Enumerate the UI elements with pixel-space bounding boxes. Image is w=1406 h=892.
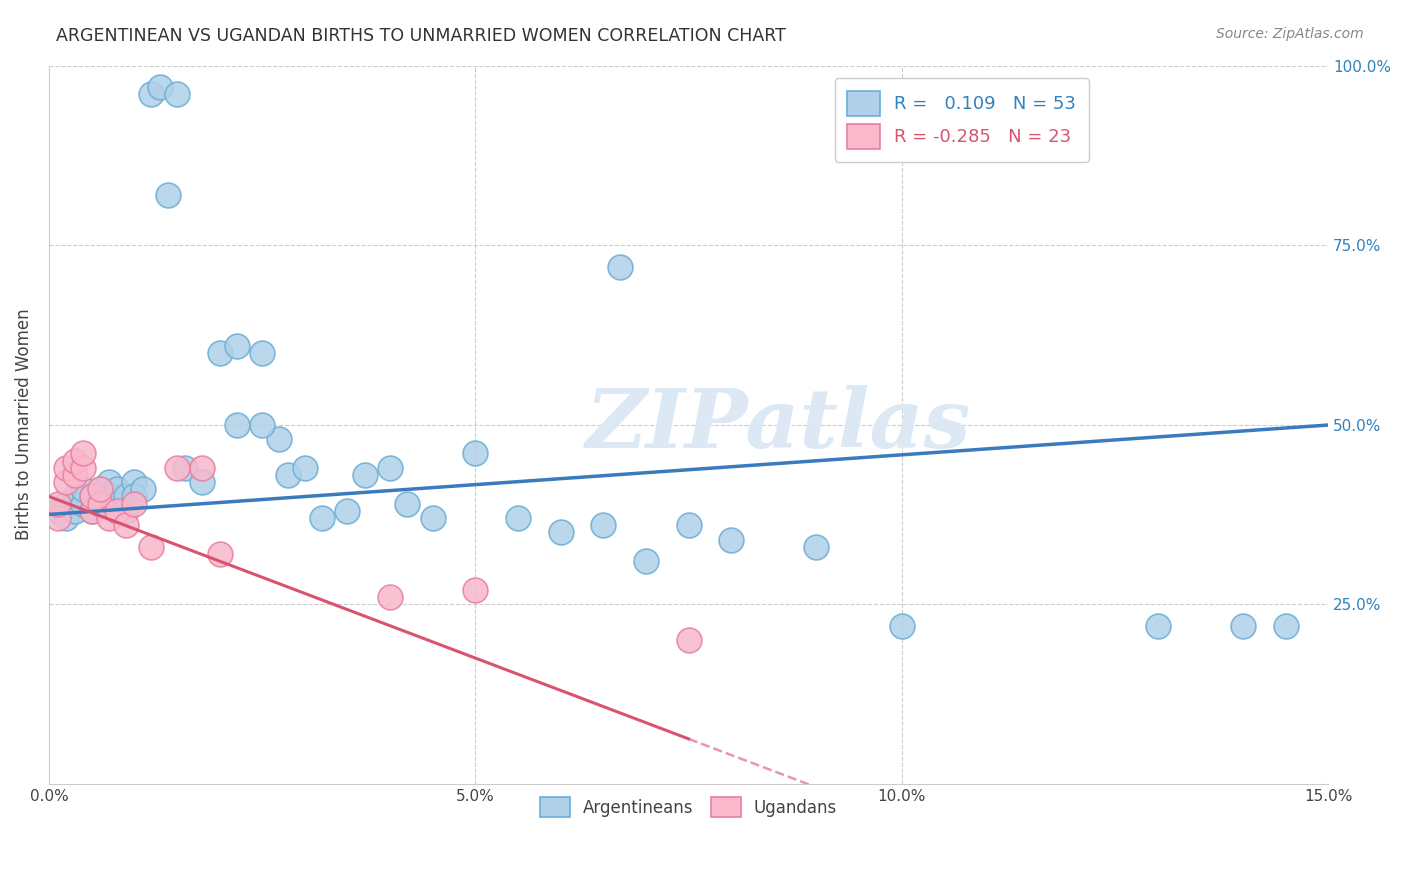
Point — [634, 554, 657, 568]
Point — [72, 497, 94, 511]
Point — [122, 497, 145, 511]
Point — [336, 504, 359, 518]
Point — [89, 497, 111, 511]
Text: ARGENTINEAN VS UGANDAN BIRTHS TO UNMARRIED WOMEN CORRELATION CHART: ARGENTINEAN VS UGANDAN BIRTHS TO UNMARRI… — [56, 27, 786, 45]
Legend: Argentineans, Ugandans: Argentineans, Ugandans — [531, 789, 845, 826]
Point — [149, 80, 172, 95]
Point — [97, 511, 120, 525]
Point — [141, 540, 163, 554]
Point — [378, 590, 401, 604]
Point — [378, 460, 401, 475]
Point — [63, 453, 86, 467]
Point — [55, 511, 77, 525]
Point — [269, 432, 291, 446]
Point — [464, 582, 486, 597]
Text: Source: ZipAtlas.com: Source: ZipAtlas.com — [1216, 27, 1364, 41]
Point — [191, 475, 214, 489]
Point — [114, 518, 136, 533]
Point — [678, 518, 700, 533]
Point — [166, 87, 188, 102]
Point — [396, 497, 419, 511]
Point — [1274, 619, 1296, 633]
Point — [208, 346, 231, 360]
Point — [157, 187, 180, 202]
Point — [114, 490, 136, 504]
Point — [720, 533, 742, 547]
Point — [191, 460, 214, 475]
Y-axis label: Births to Unmarried Women: Births to Unmarried Women — [15, 309, 32, 541]
Point — [141, 87, 163, 102]
Point — [72, 483, 94, 497]
Point — [105, 483, 128, 497]
Point — [97, 490, 120, 504]
Point — [80, 490, 103, 504]
Point — [80, 504, 103, 518]
Point — [250, 417, 273, 432]
Point — [89, 497, 111, 511]
Point — [166, 460, 188, 475]
Point — [592, 518, 614, 533]
Point — [550, 525, 572, 540]
Point — [609, 260, 631, 274]
Point — [250, 346, 273, 360]
Point — [890, 619, 912, 633]
Point — [89, 483, 111, 497]
Point — [208, 547, 231, 561]
Point — [55, 460, 77, 475]
Point — [1232, 619, 1254, 633]
Point — [1146, 619, 1168, 633]
Point — [63, 490, 86, 504]
Point — [464, 446, 486, 460]
Point — [63, 467, 86, 482]
Point — [46, 511, 69, 525]
Point — [122, 475, 145, 489]
Point — [63, 504, 86, 518]
Point — [46, 504, 69, 518]
Point — [311, 511, 333, 525]
Point — [506, 511, 529, 525]
Point — [80, 504, 103, 518]
Point — [225, 417, 247, 432]
Point — [72, 446, 94, 460]
Point — [55, 475, 77, 489]
Point — [114, 504, 136, 518]
Point — [225, 339, 247, 353]
Point — [105, 497, 128, 511]
Point — [174, 460, 197, 475]
Point — [46, 497, 69, 511]
Point — [55, 497, 77, 511]
Point — [72, 460, 94, 475]
Point — [89, 483, 111, 497]
Point — [97, 475, 120, 489]
Point — [422, 511, 444, 525]
Point — [353, 467, 375, 482]
Point — [277, 467, 299, 482]
Point — [294, 460, 316, 475]
Point — [678, 633, 700, 648]
Text: ZIPatlas: ZIPatlas — [585, 384, 972, 465]
Point — [80, 490, 103, 504]
Point — [105, 504, 128, 518]
Point — [806, 540, 828, 554]
Point — [122, 490, 145, 504]
Point — [132, 483, 155, 497]
